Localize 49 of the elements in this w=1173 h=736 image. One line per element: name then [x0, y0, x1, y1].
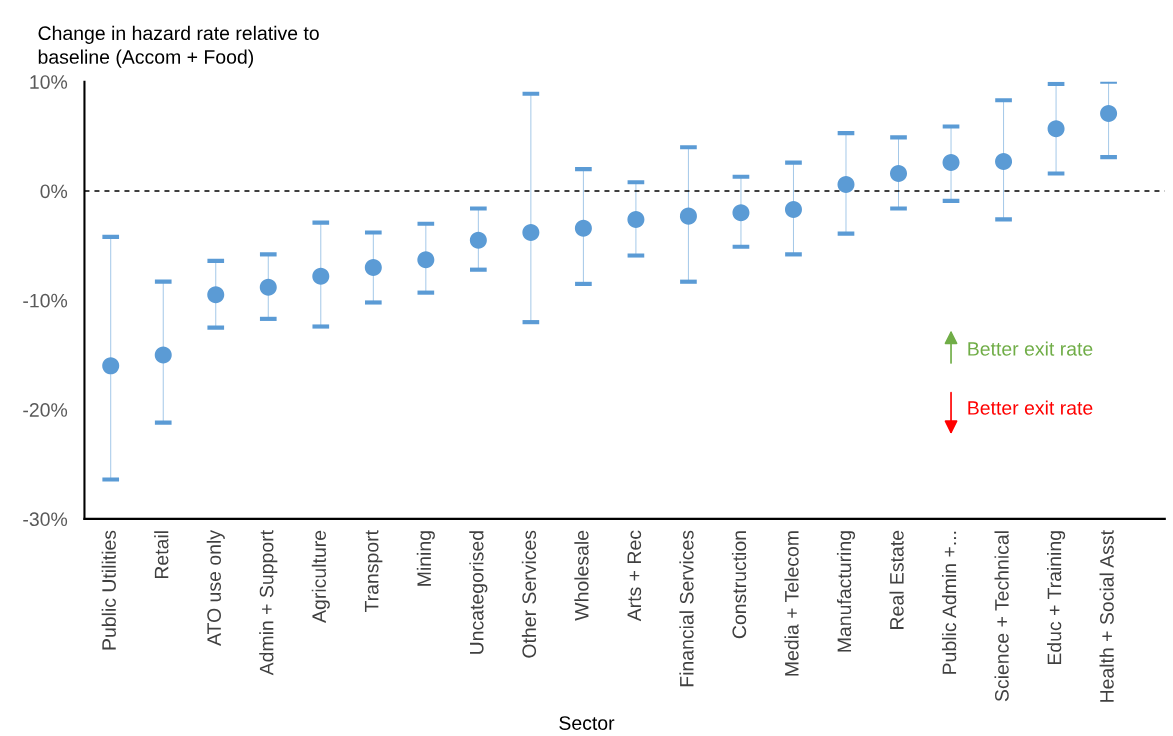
x-tick-label: Arts + Rec: [627, 530, 642, 622]
point: [679, 207, 697, 225]
point: [837, 175, 855, 193]
point: [417, 251, 435, 269]
y-tick-label: 0%: [40, 184, 68, 199]
x-axis-title: Sector: [559, 716, 615, 730]
x-tick-label: Manufacturing: [836, 531, 856, 652]
point: [312, 267, 330, 285]
x-tick-label: Real Estate: [889, 530, 904, 629]
x-tick-label: Educ + Training: [1047, 531, 1066, 665]
x-tick-label: Media + Telecom: [784, 531, 799, 676]
x-tick-label: Public Utilities: [101, 530, 116, 650]
y-axis-title: Change in hazard rate relative to baseline (Accom + Food): [38, 25, 319, 68]
point: [259, 278, 277, 296]
annotation: Better exit rate: [968, 400, 1093, 415]
x-tick-label: Uncategorised: [469, 531, 488, 654]
point: [1047, 120, 1065, 138]
point: [574, 219, 592, 237]
x-tick-label: Admin + Support: [259, 530, 278, 676]
point: [207, 286, 225, 304]
x-tick-label: Mining: [416, 531, 435, 586]
point: [364, 258, 382, 276]
x-tick-label: Construction: [731, 531, 747, 639]
x-tick-label: Other Services: [521, 530, 537, 658]
point: [732, 204, 750, 222]
x-tick-label: Wholesale: [574, 530, 589, 621]
point: [627, 210, 645, 228]
point: [154, 346, 172, 364]
point: [102, 357, 120, 375]
x-tick-label: Transport: [364, 530, 383, 613]
x-tick-label: Financial Services: [679, 530, 694, 687]
x-tick-label: Health + Social Asst: [1099, 530, 1114, 702]
y-tick-label: -10%: [23, 293, 68, 308]
point: [522, 224, 540, 242]
point: [890, 165, 908, 183]
x-tick-label: Agriculture: [311, 530, 330, 623]
point: [784, 201, 802, 219]
annotation: Better exit rate: [968, 341, 1093, 356]
point: [1100, 104, 1118, 122]
x-tick-label: Retail: [154, 531, 169, 579]
y-tick-label: -30%: [23, 512, 68, 527]
y-tick-label: 10%: [30, 75, 68, 89]
point: [995, 152, 1013, 170]
point: [469, 231, 487, 249]
y-tick-label: -20%: [23, 403, 68, 417]
x-tick-label: ATO use only: [206, 530, 225, 646]
x-tick-label: Public Admin +...: [941, 531, 957, 674]
x-tick-label: Science + Technical: [994, 531, 1009, 702]
point: [942, 154, 960, 172]
